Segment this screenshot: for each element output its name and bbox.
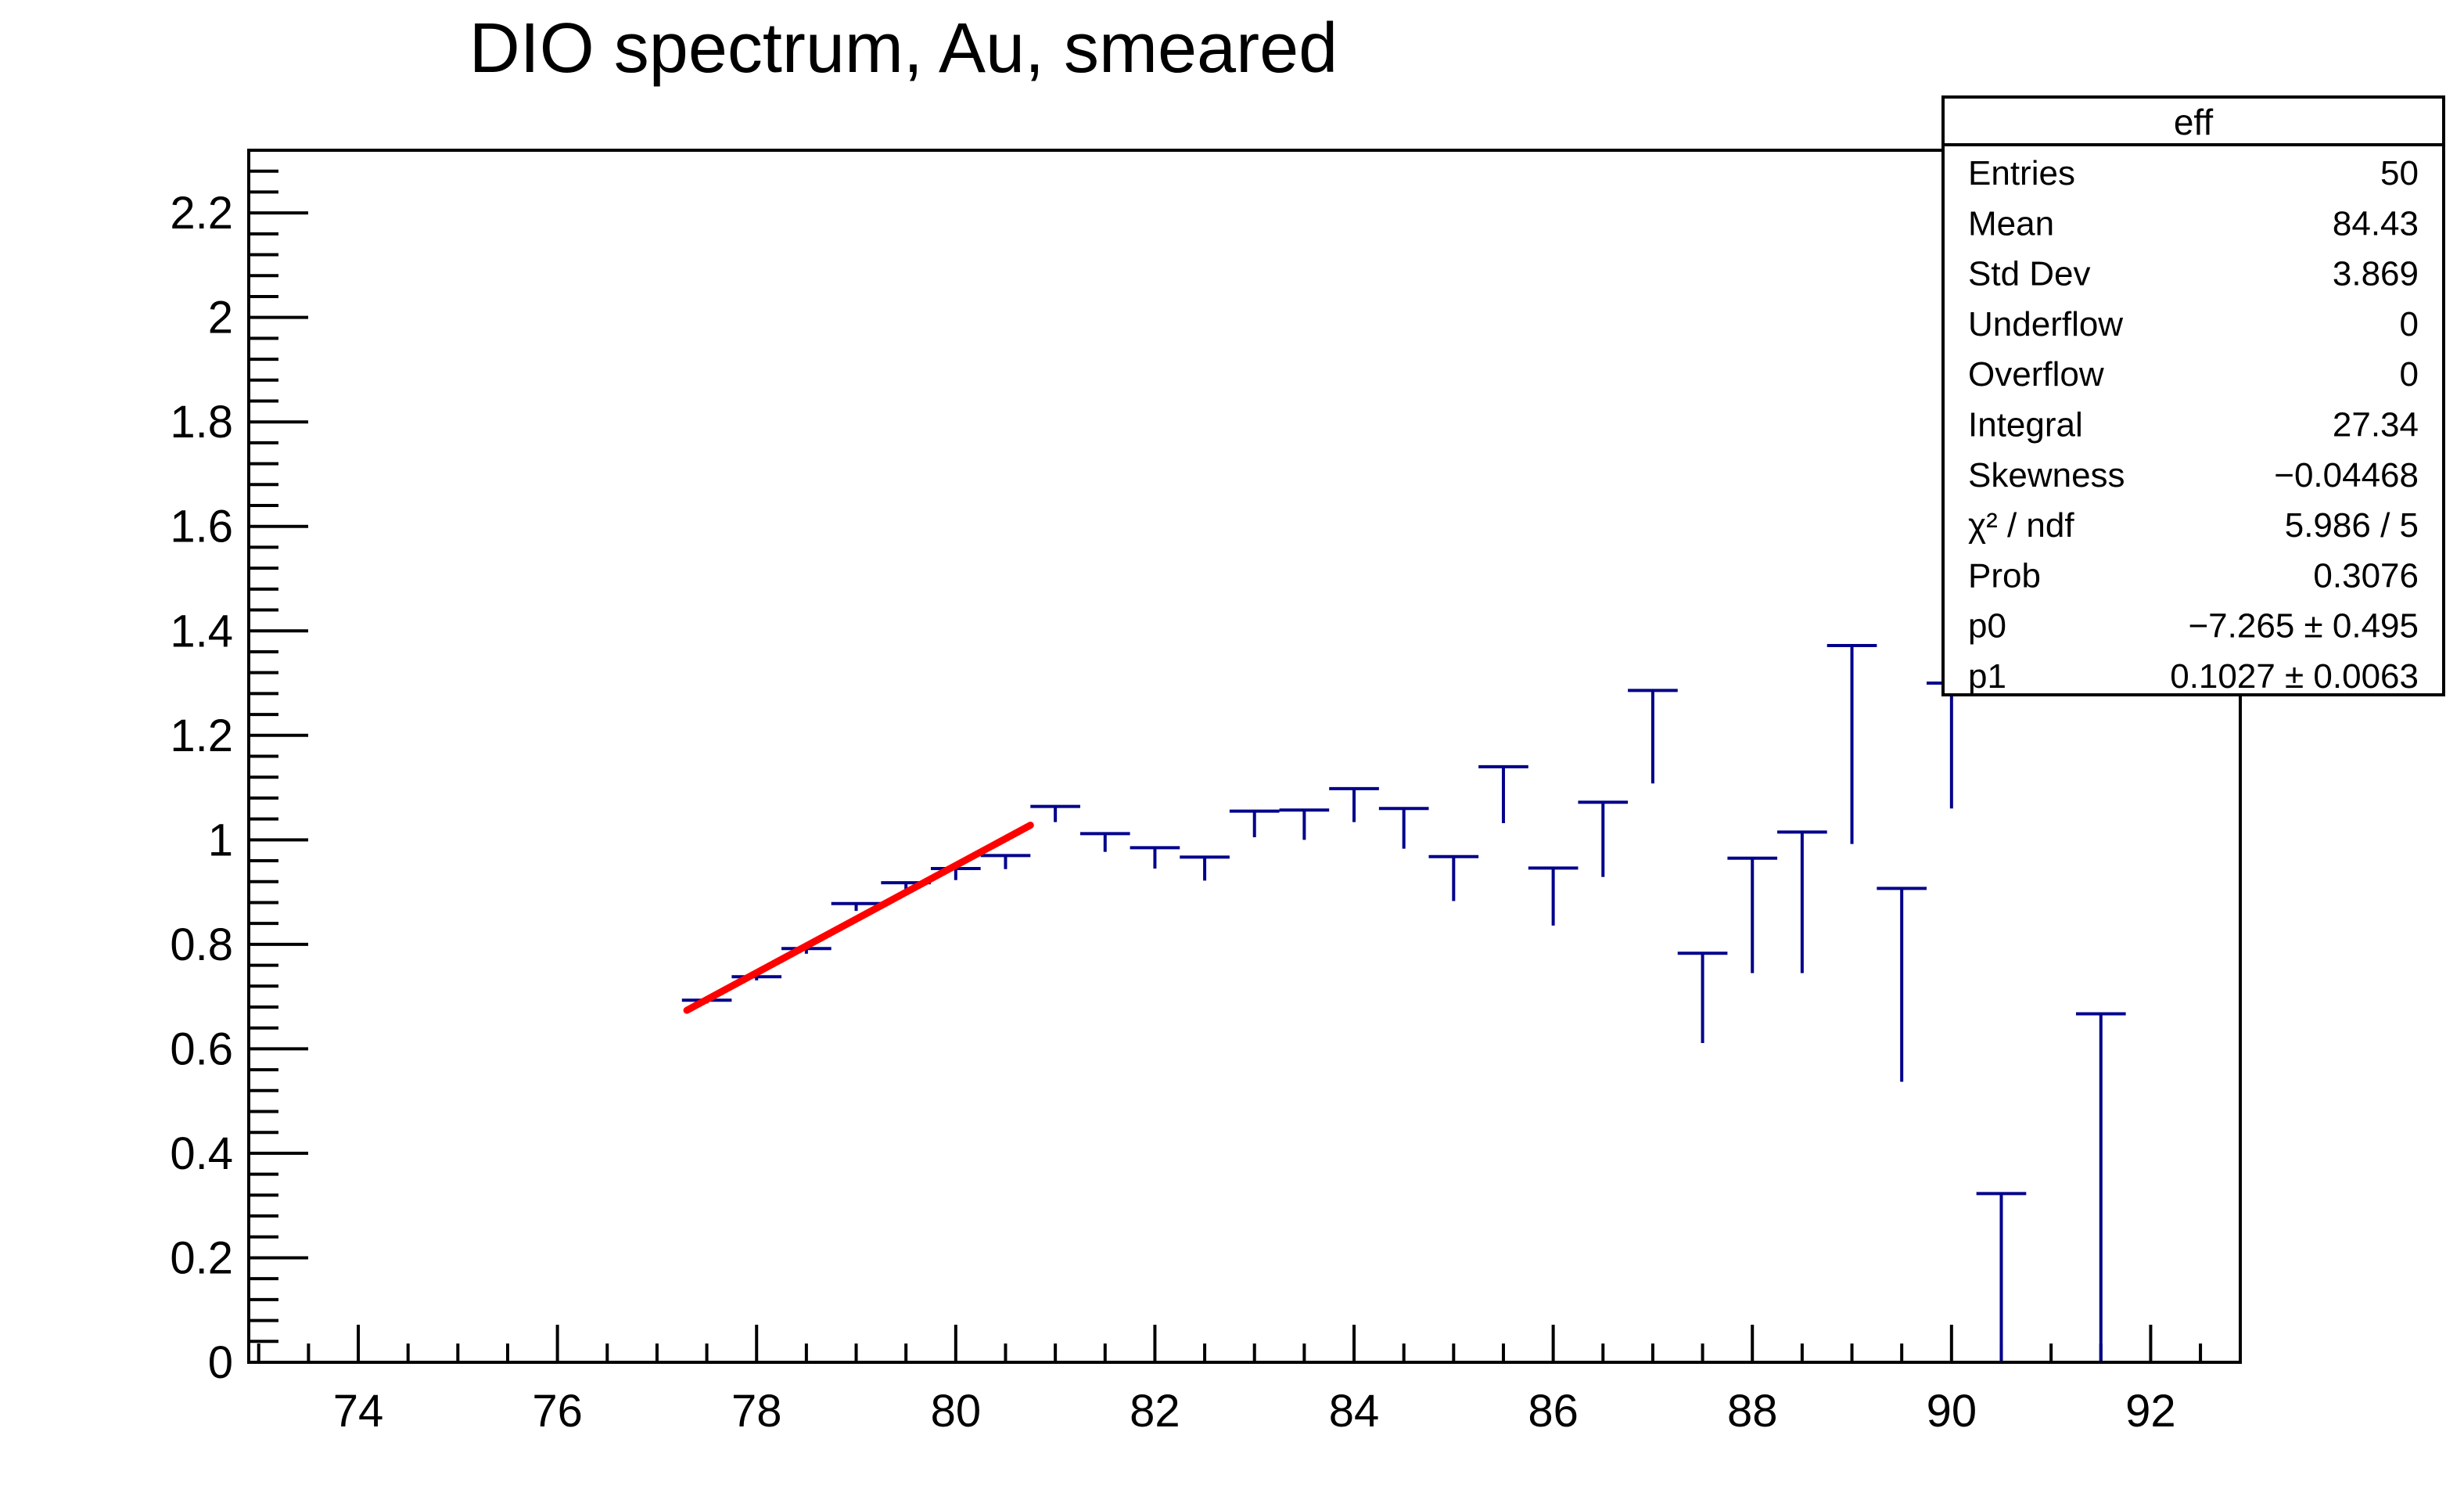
stats-label: Std Dev — [1968, 255, 2091, 293]
stats-label: Entries — [1968, 154, 2075, 192]
stats-value: 0 — [2400, 305, 2419, 344]
stats-value: 0.3076 — [2313, 556, 2419, 595]
stats-value: −0.04468 — [2274, 456, 2419, 495]
data-point — [1229, 809, 1280, 837]
data-point — [1578, 800, 1629, 877]
y-tick-label: 0.2 — [170, 1232, 233, 1283]
data-point — [2075, 1012, 2126, 1362]
stats-value: 0.1027 ± 0.0063 — [2170, 657, 2419, 696]
data-point — [1378, 807, 1429, 849]
x-axis: 74 76 78 80 82 84 86 88 90 92 — [257, 1325, 2203, 1437]
stats-label: Underflow — [1968, 305, 2123, 344]
data-point — [1927, 682, 1977, 809]
y-tick-label: 1.2 — [170, 710, 233, 761]
y-tick-label: 1 — [208, 815, 233, 865]
y-tick-label: 0.8 — [170, 919, 233, 970]
data-point — [1777, 830, 1827, 973]
stats-label: Integral — [1968, 406, 2083, 444]
stats-label: Prob — [1968, 556, 2041, 595]
data-point — [1180, 855, 1230, 881]
x-tick-label: 90 — [1927, 1386, 1977, 1437]
x-tick-label: 86 — [1528, 1386, 1579, 1437]
data-point — [1976, 1192, 2027, 1362]
x-tick-label: 78 — [731, 1386, 782, 1437]
stats-label: χ² / ndf — [1968, 506, 2074, 545]
data-point — [1130, 846, 1180, 869]
fit-line — [683, 822, 1034, 1014]
data-point — [1079, 832, 1130, 852]
data-point — [1030, 804, 1080, 822]
data-point — [1279, 808, 1330, 840]
x-tick-label: 80 — [931, 1386, 982, 1437]
stats-value: 0 — [2400, 355, 2419, 394]
y-tick-label: 1.8 — [170, 397, 233, 448]
stats-value: 3.869 — [2333, 255, 2419, 293]
stats-frame — [1941, 95, 2445, 696]
stats-value: 50 — [2380, 154, 2419, 192]
data-point — [1877, 887, 1927, 1082]
stats-label: Overflow — [1968, 355, 2104, 394]
plot-marks — [681, 643, 2126, 1362]
x-tick-label: 82 — [1130, 1386, 1180, 1437]
y-tick-label: 0.6 — [170, 1023, 233, 1074]
data-point — [831, 901, 882, 912]
y-tick-label: 0.4 — [170, 1128, 233, 1179]
stats-label: Skewness — [1968, 456, 2125, 495]
x-tick-label: 88 — [1727, 1386, 1778, 1437]
data-point — [1428, 854, 1479, 901]
plot-frame — [247, 149, 2242, 1364]
y-tick-label: 0 — [208, 1337, 233, 1388]
data-point — [1528, 866, 1579, 926]
x-tick-label: 76 — [532, 1386, 583, 1437]
data-point — [1478, 764, 1528, 823]
data-point — [1727, 856, 1778, 973]
y-tick-label: 1.4 — [170, 606, 233, 656]
stats-label: p0 — [1968, 607, 2006, 646]
stats-label: p1 — [1968, 657, 2006, 696]
data-point — [1628, 689, 1678, 784]
stats-value: 27.34 — [2333, 406, 2419, 444]
stats-value: 84.43 — [2333, 204, 2419, 243]
y-tick-label: 2 — [208, 293, 233, 344]
stats-box: eff Entries 50 Mean 84.43 Std Dev 3.869 Underfl… — [1941, 95, 2445, 696]
stats-title: eff — [2174, 102, 2214, 142]
chart-title: DIO spectrum, Au, smeared — [469, 9, 1338, 88]
x-tick-label: 74 — [333, 1386, 384, 1437]
stats-label: Mean — [1968, 204, 2054, 243]
x-tick-label: 84 — [1329, 1386, 1380, 1437]
y-tick-label: 1.6 — [170, 502, 233, 552]
y-tick-label: 2.2 — [170, 188, 233, 239]
stats-value: −7.265 ± 0.495 — [2188, 607, 2419, 646]
data-point — [1826, 643, 1877, 844]
y-axis: 0 0.2 0.4 0.6 0.8 1 1.2 1.4 1.6 1.8 2 2.2 — [170, 149, 308, 1388]
data-point — [1329, 786, 1379, 822]
data-point — [1677, 951, 1728, 1044]
stats-value: 5.986 / 5 — [2285, 506, 2419, 545]
data-point — [980, 854, 1031, 869]
x-tick-label: 92 — [2125, 1386, 2176, 1437]
